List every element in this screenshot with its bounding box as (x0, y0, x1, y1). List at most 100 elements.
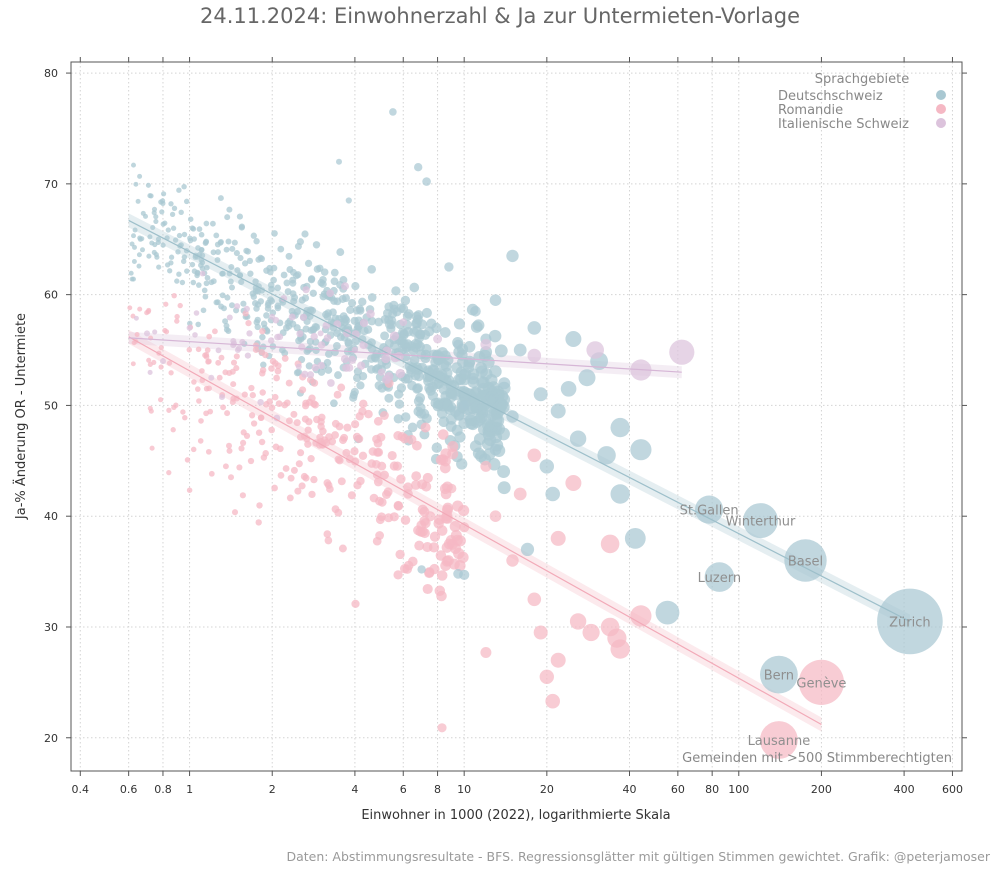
cloud-point (260, 320, 268, 328)
cloud-point (299, 386, 307, 394)
cloud-point (147, 405, 153, 411)
cloud-point (199, 368, 205, 374)
cloud-point (377, 461, 387, 471)
cloud-point (248, 384, 255, 392)
cloud-point (274, 367, 282, 375)
cloud-point (219, 292, 226, 299)
data-point (582, 623, 600, 642)
data-point (446, 483, 457, 494)
cloud-point (190, 226, 197, 232)
city-label: Lausanne (748, 734, 811, 749)
cloud-point (394, 352, 404, 362)
cloud-point (229, 245, 236, 252)
cloud-point (377, 383, 387, 393)
cloud-point (241, 391, 248, 398)
cloud-point (187, 216, 194, 222)
cloud-point (259, 333, 266, 341)
cloud-point (160, 191, 167, 197)
x-tick-label: 4 (351, 783, 358, 796)
cloud-point (341, 282, 349, 291)
cloud-point (413, 310, 424, 321)
cloud-point (380, 331, 390, 341)
cloud-point (168, 370, 174, 376)
cloud-point (336, 248, 345, 257)
cloud-point (210, 278, 217, 285)
cloud-point (476, 376, 489, 389)
cloud-point (343, 423, 352, 432)
cloud-point (299, 313, 308, 321)
data-point (527, 348, 542, 363)
cloud-point (174, 318, 180, 324)
cloud-point (271, 230, 278, 237)
cloud-point (459, 368, 472, 380)
cloud-point (438, 383, 450, 395)
cloud-point (239, 492, 246, 499)
cloud-point (304, 440, 312, 448)
cloud-point (382, 374, 391, 384)
cloud-point (219, 270, 226, 277)
cloud-point (166, 360, 173, 366)
cloud-point (149, 445, 155, 451)
cloud-point (147, 234, 153, 240)
data-point (669, 339, 695, 365)
data-point (586, 341, 604, 359)
cloud-point (396, 474, 406, 484)
cloud-point (186, 487, 193, 493)
cloud-point (220, 404, 227, 411)
cloud-point (200, 307, 207, 314)
cloud-point (317, 361, 325, 370)
data-point (610, 417, 630, 438)
cloud-point (402, 311, 413, 322)
cloud-point (253, 238, 260, 245)
cloud-point (218, 354, 225, 361)
x-tick-label: 40 (622, 783, 636, 796)
gridlines (71, 62, 962, 771)
cloud-point (181, 254, 188, 260)
cloud-point (322, 439, 331, 447)
data-point (513, 343, 527, 357)
data-point (160, 358, 166, 365)
data-point (295, 363, 302, 370)
cloud-point (150, 224, 156, 231)
chart-title: 24.11.2024: Einwohnerzahl & Ja zur Unter… (200, 4, 800, 28)
cloud-point (452, 500, 464, 512)
x-tick-label: 100 (728, 783, 749, 796)
x-tick-label: 600 (942, 783, 963, 796)
cloud-point (290, 410, 298, 418)
cloud-point (184, 457, 191, 463)
cloud-point (324, 309, 333, 317)
data-point (234, 347, 241, 353)
cloud-point (290, 466, 298, 474)
cloud-point (215, 359, 222, 366)
cloud-point (285, 379, 293, 387)
cloud-point (177, 302, 183, 309)
cloud-point (428, 349, 440, 360)
cloud-point (247, 270, 254, 277)
cloud-point (410, 342, 421, 353)
cloud-point (420, 422, 431, 433)
cloud-point (215, 249, 221, 256)
cloud-point (234, 267, 241, 274)
cloud-point (367, 265, 377, 274)
cloud-point (280, 295, 288, 302)
data-point (743, 503, 778, 539)
cloud-point (233, 365, 240, 372)
cloud-point (323, 358, 332, 367)
cloud-point (340, 433, 349, 442)
x-tick-label: 1 (186, 783, 193, 796)
legend-swatch-italienische-schweiz (936, 118, 946, 128)
y-tick-label: 80 (44, 67, 58, 80)
cloud-point (334, 455, 343, 464)
cloud-point (190, 446, 197, 453)
cloud-point (271, 484, 278, 492)
cloud-point (210, 220, 216, 227)
cloud-point (333, 342, 341, 350)
cloud-point (451, 362, 463, 374)
cloud-point (225, 238, 232, 245)
cloud-point (376, 432, 386, 442)
legend-swatch-deutschschweiz (936, 90, 946, 100)
cloud-point (184, 268, 190, 274)
cloud-point (301, 370, 309, 378)
cloud-point (394, 399, 405, 409)
cloud-point (166, 407, 172, 413)
